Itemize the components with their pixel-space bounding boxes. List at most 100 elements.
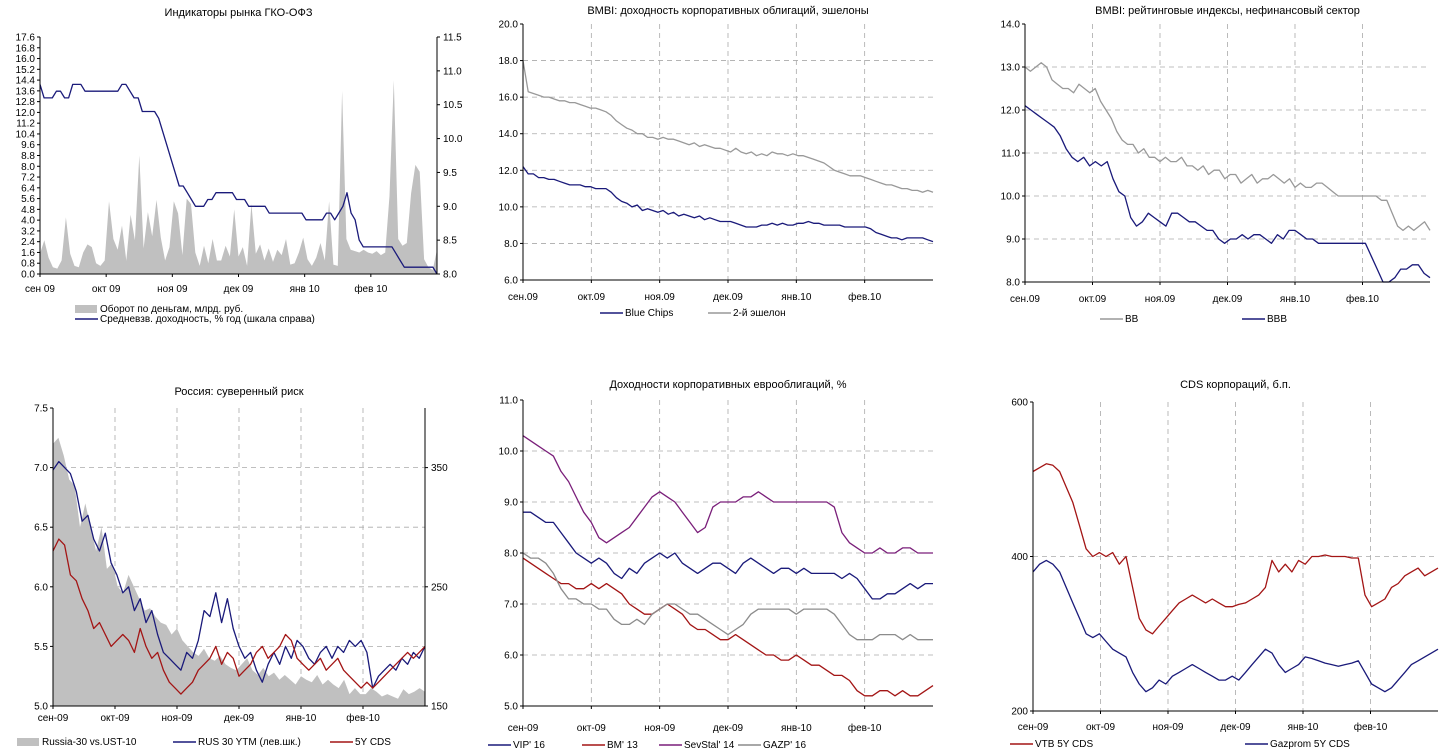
c5-xtick-label: сен-09 xyxy=(508,723,539,734)
c1-ytick-label: 8.8 xyxy=(21,151,35,162)
c1-ytick-label: 0.8 xyxy=(21,259,35,270)
c1-ytick-right-label: 10.0 xyxy=(443,134,463,145)
c3-line-bb xyxy=(1024,62,1431,232)
c4-xtick-label: ноя-09 xyxy=(162,713,193,724)
chart-gko-ofz-svg: Индикаторы рынка ГКО-ОФЗ0.00.81.62.43.24… xyxy=(16,7,463,325)
c1-xtick-label: фев 10 xyxy=(354,283,387,295)
c1-ytick-label: 9.6 xyxy=(21,140,35,151)
c5-xtick-label: янв-10 xyxy=(781,723,812,734)
c3-title: BMBI: рейтинговые индексы, нефинансовый … xyxy=(1095,5,1360,17)
c1-ytick-label: 4.0 xyxy=(21,216,35,227)
c2-line-2-й-эшелон xyxy=(522,60,934,193)
c1-xtick-label: ноя 09 xyxy=(157,284,188,295)
c1-xtick-label: сен 09 xyxy=(25,284,55,295)
c5-legend-label: BM' 13 xyxy=(607,740,638,751)
c1-ytick-label: 2.4 xyxy=(21,237,35,248)
c1-xtick-label: окт 09 xyxy=(92,284,121,295)
chart-corporate-cds: CDS корпораций, б.п. 200 400 600 сен-09 окт-0… xyxy=(985,375,1450,753)
c4-ytick-right-label: 150 xyxy=(431,702,448,713)
c5-title: Доходности корпоративных еврооблигаций, … xyxy=(609,379,846,391)
chart-bmbi-ratings: BMBI: рейтинговые индексы, нефинансовый … xyxy=(985,0,1450,345)
chart-corporate-cds-svg: CDS корпораций, б.п. 200 400 600 сен-09 окт-0… xyxy=(1010,379,1439,750)
c4-xtick-label: сен-09 xyxy=(38,713,69,724)
c3-xtick-label: дек.09 xyxy=(1213,294,1243,305)
c2-xtick-label: дек.09 xyxy=(713,292,743,303)
c5-xtick-label: ноя-09 xyxy=(644,723,675,734)
c5-ytick-label: 9.0 xyxy=(504,498,518,509)
c1-ytick-label: 11.2 xyxy=(16,119,35,130)
chart-eurobond-yields-svg: Доходности корпоративных еврооблигаций, … xyxy=(488,379,934,751)
c2-xtick-label: окт.09 xyxy=(578,292,606,303)
chart-bmbi-ratings-svg: BMBI: рейтинговые индексы, нефинансовый … xyxy=(1001,5,1431,325)
c4-ytick-right-label: 350 xyxy=(431,463,448,474)
c2-ytick-label: 12.0 xyxy=(499,166,519,177)
c1-ytick-label: 12.0 xyxy=(16,108,36,119)
c6-xtick-label: сен-09 xyxy=(1018,722,1049,733)
c2-xtick-label: сен.09 xyxy=(508,292,538,303)
c5-ytick-label: 8.0 xyxy=(504,549,518,560)
c5-xtick-label: фев-10 xyxy=(848,722,882,734)
c1-ytick-label: 0.0 xyxy=(21,270,35,281)
chart-gko-ofz: Индикаторы рынка ГКО-ОФЗ 0.0 0.8 1.6 2.4 3.2 4… xyxy=(0,0,463,345)
c1-ytick-right-label: 11.0 xyxy=(443,66,462,77)
c1-ytick-label: 16.0 xyxy=(16,54,36,65)
c4-ytick-label: 7.5 xyxy=(34,404,48,415)
c3-ytick-label: 8.0 xyxy=(1006,278,1020,289)
c3-ytick-label: 14.0 xyxy=(1001,20,1021,31)
c4-legend-label: 5Y CDS xyxy=(355,737,391,748)
chart-bmbi-echelons-svg: BMBI: доходность корпоративных облигаций… xyxy=(499,5,934,319)
c4-legend-label: Russia-30 vs.UST-10 xyxy=(42,737,137,748)
c6-ytick-label: 600 xyxy=(1011,398,1028,409)
c3-ytick-label: 10.0 xyxy=(1001,192,1021,203)
c4-ytick-label: 6.0 xyxy=(34,582,48,593)
c1-ytick-label: 15.2 xyxy=(16,65,36,76)
c1-ytick-label: 10.4 xyxy=(16,129,36,140)
c1-ytick-label: 7.2 xyxy=(21,173,35,184)
c6-ytick-label: 400 xyxy=(1011,552,1028,563)
c1-ytick-label: 13.6 xyxy=(16,86,36,97)
c1-xtick-label: дек 09 xyxy=(224,284,254,295)
chart-eurobond-yields: Доходности корпоративных еврооблигаций, … xyxy=(475,375,955,753)
c3-ytick-label: 11.0 xyxy=(1001,149,1020,160)
c4-title: Россия: суверенный риск xyxy=(174,386,303,398)
c1-ytick-right-label: 10.5 xyxy=(443,100,463,111)
c1-ytick-right-label: 9.5 xyxy=(443,168,457,179)
c1-legend-swatch xyxy=(75,305,97,313)
c1-ytick-right-label: 8.5 xyxy=(443,236,457,247)
c1-ytick-label: 17.6 xyxy=(16,33,36,44)
c4-xtick-label: янв-10 xyxy=(286,713,317,724)
c3-legend-label: BBB xyxy=(1267,314,1287,325)
c1-ytick-label: 16.8 xyxy=(16,43,36,54)
c1-ytick-label: 8.0 xyxy=(21,162,35,173)
c4-xtick-label: окт-09 xyxy=(100,713,130,724)
chart-sovereign-risk-svg: Россия: суверенный риск 5.0 5.5 6.0 6.5 7.0 7.… xyxy=(17,386,448,748)
c5-ytick-label: 10.0 xyxy=(499,447,519,458)
c1-ytick-right-label: 9.0 xyxy=(443,202,457,213)
c4-ytick-label: 5.5 xyxy=(34,642,48,653)
chart-bmbi-echelons: BMBI: доходность корпоративных облигаций… xyxy=(475,0,955,345)
c6-legend-label: VTB 5Y CDS xyxy=(1035,739,1093,750)
c5-line-vip-16 xyxy=(523,511,933,600)
c3-ytick-label: 12.0 xyxy=(1001,106,1021,117)
c6-xtick-label: ноя-09 xyxy=(1153,722,1184,733)
c6-xtick-label: дек-09 xyxy=(1220,722,1251,733)
c2-ytick-label: 6.0 xyxy=(504,276,518,287)
c5-line-gazp-16 xyxy=(522,552,933,641)
c1-ytick-label: 6.4 xyxy=(21,183,35,194)
c1-legend-label: Средневзв. доходность, % год (шкала спра… xyxy=(100,314,315,325)
c6-legend-label: Gazprom 5Y CDS xyxy=(1270,739,1350,750)
c2-ytick-label: 18.0 xyxy=(499,56,519,67)
c1-title: Индикаторы рынка ГКО-ОФЗ xyxy=(165,7,313,19)
c3-xtick-label: фев.10 xyxy=(1346,293,1379,305)
c1-ytick-label: 12.8 xyxy=(16,97,36,108)
c1-ytick-label: 1.6 xyxy=(21,248,35,259)
c5-xtick-label: дек-09 xyxy=(713,723,744,734)
c6-line-vtb-5y-cds xyxy=(1032,463,1439,635)
c1-ytick-right-label: 8.0 xyxy=(443,270,457,281)
c1-ytick-label: 14.4 xyxy=(16,76,36,87)
c6-ytick-label: 200 xyxy=(1011,707,1028,718)
c1-area-оборот-по-деньгам-млрд-руб xyxy=(40,80,437,274)
c1-legend-label: Оборот по деньгам, млрд. руб. xyxy=(100,303,243,315)
c5-legend-label: VIP' 16 xyxy=(513,740,545,751)
c5-ytick-label: 7.0 xyxy=(504,600,518,611)
